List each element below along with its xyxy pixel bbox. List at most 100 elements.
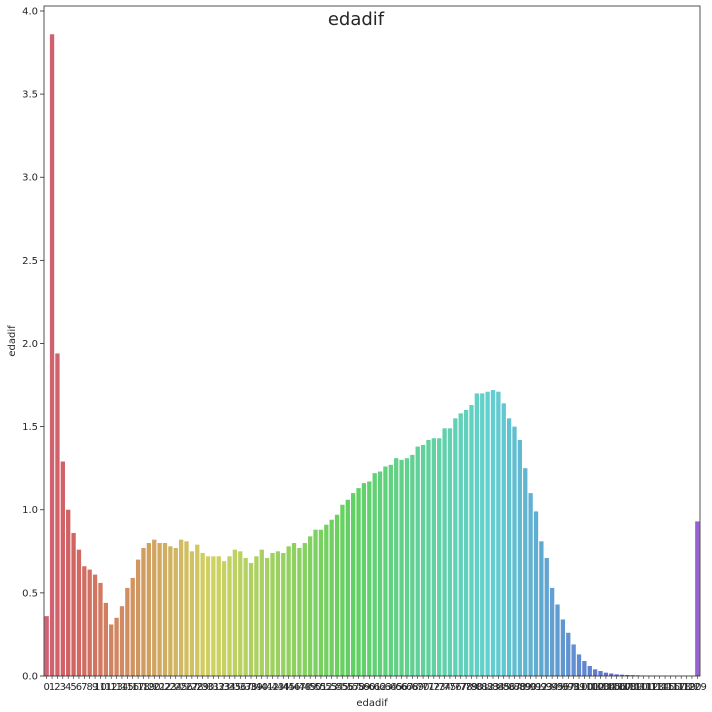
- x-tick-label: 80: [470, 682, 483, 693]
- x-tick-label: 52: [320, 682, 333, 693]
- x-tick-label: 40: [255, 682, 268, 693]
- x-tick-label: 54: [331, 682, 344, 693]
- bar-63: [383, 466, 388, 676]
- plot-frame: [43, 5, 701, 677]
- x-tick-label: 32: [212, 682, 225, 693]
- bar-37: [243, 557, 248, 676]
- x-tick-label: 90: [524, 682, 537, 693]
- x-tick-label: 66: [395, 682, 408, 693]
- bar-45: [286, 546, 291, 676]
- bar-75: [447, 428, 453, 676]
- bar-74: [442, 428, 447, 676]
- bar-96: [560, 619, 566, 676]
- x-tick-label: 56: [341, 682, 354, 693]
- bar-5: [71, 533, 76, 676]
- x-tick-label: 44: [277, 682, 290, 693]
- x-tick-label: 27: [186, 682, 199, 693]
- x-tick-label: 9: [92, 682, 98, 693]
- bar-50: [313, 529, 318, 676]
- y-tick-label: 1.5: [22, 422, 38, 433]
- x-tick-label: 129: [688, 682, 707, 693]
- bar-46: [291, 543, 297, 676]
- x-axis-label: edadif: [356, 698, 388, 709]
- x-tick-label: 16: [126, 682, 139, 693]
- bar-19: [146, 543, 151, 676]
- bar-64: [388, 464, 393, 676]
- bar-94: [549, 587, 555, 676]
- bar-100: [582, 661, 587, 676]
- bar-81: [480, 393, 485, 676]
- x-tick-label: 70: [417, 682, 430, 693]
- x-tick-label: 7: [81, 682, 87, 693]
- x-tick-label: 81: [476, 682, 489, 693]
- bar-59: [361, 483, 367, 676]
- x-tick-label: 114: [650, 682, 669, 693]
- x-tick-label: 84: [492, 682, 505, 693]
- bar-76: [453, 418, 458, 676]
- bar-15: [125, 587, 130, 676]
- bar-68: [410, 454, 415, 676]
- x-tick-label: 85: [497, 682, 510, 693]
- bar-20: [152, 539, 157, 676]
- x-tick-label: 116: [661, 682, 680, 693]
- y-tick-label: 0.5: [22, 588, 38, 599]
- x-tick-label: 4: [65, 682, 71, 693]
- bar-49: [308, 536, 313, 676]
- x-tick-label: 111: [634, 682, 653, 693]
- bar-0: [44, 616, 49, 676]
- x-tick-label: 12: [105, 682, 118, 693]
- x-tick-label: 42: [266, 682, 279, 693]
- x-tick-label: 2: [54, 682, 60, 693]
- x-tick-label: 119: [677, 682, 696, 693]
- x-tick-label: 76: [449, 682, 462, 693]
- bar-89: [523, 468, 528, 676]
- x-tick-label: 53: [325, 682, 338, 693]
- bar-65: [394, 458, 399, 676]
- bar-86: [506, 418, 512, 676]
- bar-32: [216, 556, 221, 676]
- x-tick-label: 92: [535, 682, 548, 693]
- x-tick-label: 6: [76, 682, 82, 693]
- bar-35: [232, 549, 238, 676]
- bar-98: [571, 644, 576, 676]
- bar-9: [92, 574, 98, 676]
- bar-54: [334, 514, 340, 676]
- x-tick-label: 86: [503, 682, 516, 693]
- x-tick-label: 8: [87, 682, 93, 693]
- bar-25: [178, 539, 184, 676]
- y-axis: 0.0 0.5 1.0 1.5 2.0 2.5 3.0 3.5 4.0: [22, 6, 44, 683]
- x-tick-label: 5: [70, 682, 76, 693]
- x-tick-label: 37: [239, 682, 252, 693]
- chart-title: edadif: [328, 9, 385, 30]
- y-tick-label: 3.0: [22, 173, 38, 184]
- bar-26: [184, 541, 189, 676]
- x-tick-label: 117: [666, 682, 685, 693]
- x-tick-label: 57: [347, 682, 360, 693]
- bar-42: [270, 552, 275, 676]
- bar-106: [614, 674, 619, 676]
- bar-11: [103, 602, 108, 676]
- x-tick-label: 22: [159, 682, 172, 693]
- x-tick-label: 110: [629, 682, 648, 693]
- bar-99: [576, 654, 582, 676]
- bar-51: [318, 529, 324, 676]
- bar-78: [463, 410, 469, 676]
- bar-18: [141, 547, 146, 676]
- bar-24: [173, 547, 178, 676]
- x-tick-label: 63: [379, 682, 392, 693]
- x-tick-label: 74: [438, 682, 451, 693]
- bar-29: [200, 552, 205, 676]
- x-tick-label: 113: [645, 682, 664, 693]
- bar-44: [281, 552, 286, 676]
- bar-67: [404, 458, 410, 676]
- x-tick-label: 75: [444, 682, 457, 693]
- x-tick-label: 67: [401, 682, 414, 693]
- bar-27: [189, 551, 195, 676]
- x-tick-label: 30: [202, 682, 215, 693]
- x-tick-label: 25: [175, 682, 188, 693]
- x-tick-label: 51: [315, 682, 328, 693]
- x-tick-label: 83: [487, 682, 500, 693]
- bar-40: [259, 549, 264, 676]
- x-tick-label: 41: [261, 682, 274, 693]
- x-tick-label: 100: [575, 682, 594, 693]
